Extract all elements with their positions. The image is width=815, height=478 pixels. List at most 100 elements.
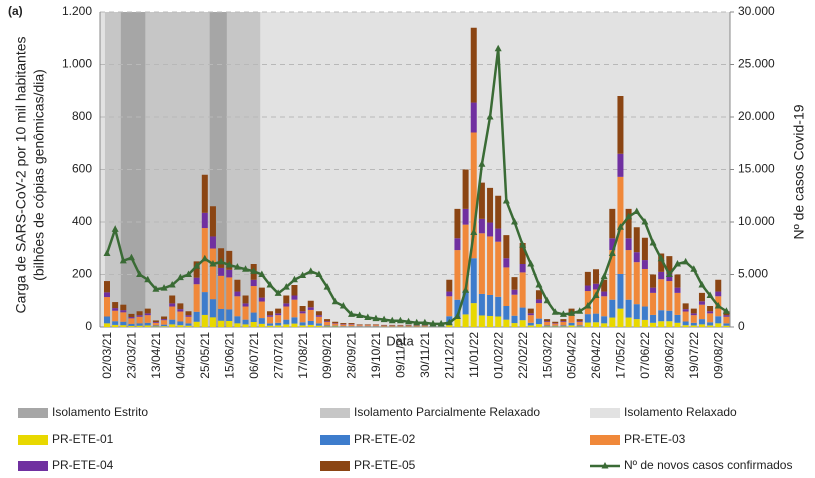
bar-segment	[568, 325, 575, 327]
x-tick-label: 05/04/22	[565, 332, 579, 379]
bar-segment	[576, 326, 583, 327]
cases-marker	[152, 285, 160, 292]
y-tick-label: 200	[72, 267, 92, 281]
bar-segment	[625, 208, 632, 239]
bar-segment	[218, 275, 225, 309]
x-tick-label: 22/02/22	[516, 332, 530, 379]
bar-segment	[544, 325, 551, 327]
bar-segment	[658, 271, 665, 280]
cases-marker	[323, 283, 331, 290]
bar-segment	[218, 308, 225, 321]
bar-segment	[332, 325, 339, 327]
bar-segment	[454, 317, 461, 327]
bar-segment	[226, 250, 233, 270]
bar-segment	[381, 325, 388, 327]
bar-segment	[307, 320, 314, 325]
bar-segment	[120, 325, 127, 327]
bar-segment	[682, 325, 689, 327]
bar-segment	[112, 310, 119, 322]
bar-segment	[356, 324, 363, 325]
legend-swatch	[590, 408, 620, 418]
cases-marker	[511, 218, 518, 225]
bar-segment	[356, 325, 363, 327]
bar-segment	[152, 322, 159, 326]
cases-marker	[290, 275, 298, 283]
legend-label: PR-ETE-01	[52, 432, 114, 446]
bar-segment	[690, 322, 697, 326]
bar-segment	[104, 297, 110, 317]
bar-segment	[674, 322, 681, 327]
cases-marker	[217, 257, 225, 265]
x-tick-label: 28/09/21	[345, 332, 359, 379]
cases-marker	[478, 160, 486, 167]
bar-segment	[120, 304, 127, 311]
bar-segment	[372, 325, 379, 327]
bar-segment	[650, 314, 657, 323]
legend-label: PR-ETE-04	[52, 458, 114, 472]
bar-segment	[193, 261, 200, 278]
bar-segment	[185, 311, 192, 316]
cases-marker	[421, 318, 429, 326]
bar-segment	[169, 306, 176, 320]
cases-marker	[127, 253, 135, 261]
cases-marker	[453, 312, 461, 319]
bar-segment	[715, 291, 722, 297]
x-tick-label: 17/05/22	[614, 332, 628, 379]
y-tick-label: 800	[72, 109, 92, 123]
bar-segment	[104, 316, 110, 324]
bar-segment	[625, 238, 632, 251]
bar-segment	[584, 322, 591, 327]
bar-segment	[593, 269, 599, 284]
bar-segment	[315, 311, 322, 316]
bar-segment	[690, 313, 697, 316]
bar-segment	[209, 236, 216, 249]
bar-segment	[503, 319, 510, 327]
bar-segment	[120, 312, 127, 322]
bar-segment	[250, 286, 257, 313]
bar-segment	[511, 277, 518, 290]
bar-segment	[462, 208, 469, 225]
bar-segment	[641, 306, 648, 320]
bar-segment	[698, 292, 705, 302]
bar-segment	[185, 316, 192, 324]
bar-segment	[364, 325, 371, 327]
bar-segment	[136, 325, 143, 327]
bar-segment	[169, 324, 176, 327]
bar-segment	[128, 313, 135, 318]
bar-segment	[112, 308, 119, 311]
bar-segment	[641, 237, 648, 261]
bar-segment	[144, 322, 151, 326]
bar-segment	[250, 312, 257, 323]
bar-segment	[226, 269, 233, 278]
bar-segment	[242, 306, 249, 320]
bar-segment	[152, 320, 159, 323]
bar-segment	[519, 243, 526, 264]
x-tick-label: 17/08/21	[296, 332, 310, 379]
bar-segment	[527, 308, 534, 314]
bar-segment	[658, 310, 665, 322]
bar-segment	[104, 281, 110, 293]
bar-segment	[593, 283, 599, 290]
bar-segment	[690, 308, 697, 314]
bar-segment	[617, 308, 624, 327]
bar-segment	[128, 317, 135, 319]
bar-segment	[112, 324, 119, 327]
bar-segment	[381, 324, 388, 326]
bar-segment	[593, 313, 599, 323]
cases-marker	[584, 302, 592, 309]
bar-segment	[258, 301, 265, 319]
cases-marker	[592, 291, 600, 298]
y-tick-label: 0	[85, 319, 92, 333]
bar-segment	[291, 299, 298, 318]
bar-segment	[267, 316, 273, 324]
bar-segment	[641, 268, 648, 307]
bar-segment	[544, 319, 551, 322]
bar-segment	[226, 320, 233, 327]
bar-segment	[584, 271, 591, 286]
bar-segment	[617, 96, 624, 154]
bar-segment	[511, 315, 518, 324]
x-tick-label: 09/09/21	[320, 332, 334, 379]
y-tick-label: 400	[72, 214, 92, 228]
bar-segment	[299, 311, 306, 314]
cases-marker	[551, 308, 559, 315]
